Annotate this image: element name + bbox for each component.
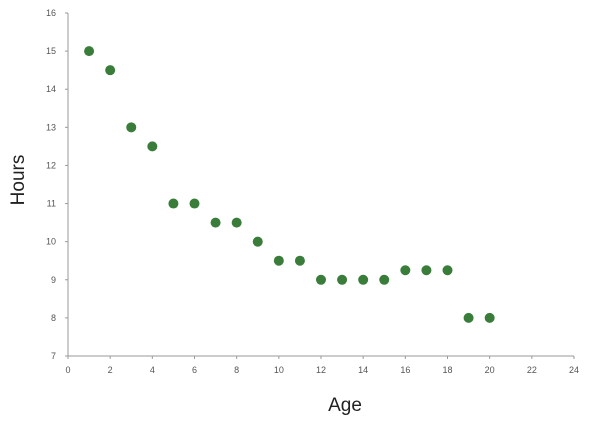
- x-tick-label: 20: [485, 365, 495, 375]
- x-axis-title: Age: [328, 395, 362, 416]
- y-tick-label: 7: [51, 351, 56, 361]
- x-tick-label: 18: [442, 365, 452, 375]
- y-tick-label: 15: [46, 46, 56, 56]
- x-tick-label: 22: [527, 365, 537, 375]
- data-points: [84, 46, 495, 323]
- x-tick-label: 4: [150, 365, 155, 375]
- data-point: [421, 265, 432, 276]
- data-point: [126, 122, 137, 133]
- y-tick-label: 10: [46, 237, 56, 247]
- data-point: [316, 274, 326, 285]
- data-point: [210, 217, 221, 228]
- data-point: [442, 265, 453, 276]
- x-tick-label: 16: [400, 365, 410, 375]
- x-tick-label: 0: [65, 365, 70, 375]
- y-tick-label: 14: [46, 84, 56, 94]
- data-point: [294, 255, 305, 266]
- data-point: [463, 312, 474, 323]
- y-tick-label: 11: [47, 199, 56, 209]
- x-tick-label: 6: [192, 365, 197, 375]
- x-tick-label: 24: [569, 365, 579, 375]
- x-tick-label: 10: [274, 365, 284, 375]
- data-point: [273, 255, 284, 266]
- data-point: [105, 65, 116, 76]
- data-point: [189, 198, 200, 209]
- y-axis-title: Hours: [8, 155, 29, 206]
- data-point: [147, 141, 158, 152]
- x-axis-ticks: 0 2 4 6 8 10 12 14 16 18 20 22 24: [65, 356, 579, 375]
- data-point: [337, 274, 348, 285]
- data-point: [231, 217, 242, 228]
- data-point: [358, 274, 369, 285]
- data-point: [252, 236, 263, 247]
- x-tick-label: 12: [316, 365, 326, 375]
- y-tick-label: 8: [51, 313, 56, 323]
- data-point: [400, 265, 411, 276]
- data-point: [484, 312, 495, 323]
- y-axis-ticks: 7 8 9 10 11 12 13 14 15 16: [46, 8, 68, 361]
- y-tick-label: 13: [46, 122, 56, 132]
- data-point: [168, 198, 179, 209]
- y-tick-label: 16: [46, 8, 56, 18]
- data-point: [84, 46, 95, 57]
- data-point: [379, 274, 390, 285]
- y-tick-label: 12: [46, 160, 56, 170]
- y-tick-label: 9: [51, 275, 56, 285]
- x-tick-label: 2: [108, 365, 113, 375]
- x-tick-label: 8: [234, 365, 239, 375]
- x-tick-label: 14: [358, 365, 368, 375]
